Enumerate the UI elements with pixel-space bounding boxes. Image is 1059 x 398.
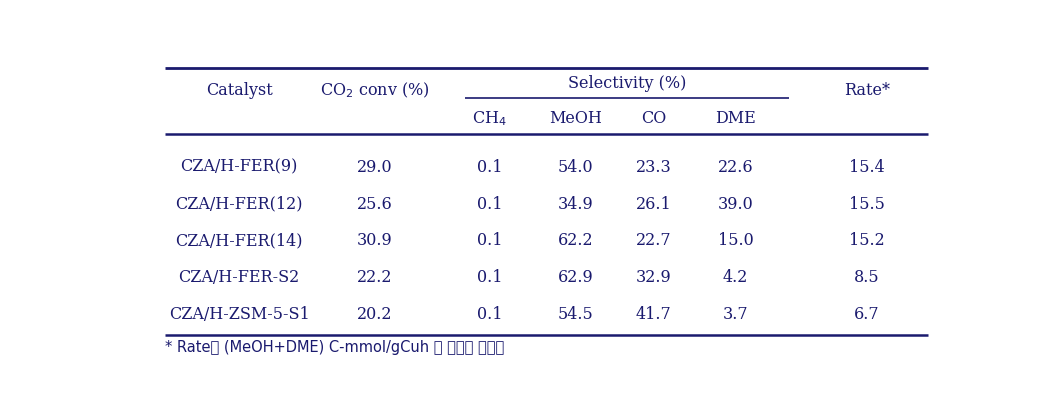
Text: CH$_4$: CH$_4$: [472, 109, 507, 128]
Text: 4.2: 4.2: [723, 269, 749, 286]
Text: 3.7: 3.7: [723, 306, 749, 323]
Text: 26.1: 26.1: [635, 195, 671, 213]
Text: CZA/H-FER-S2: CZA/H-FER-S2: [179, 269, 300, 286]
Text: 30.9: 30.9: [357, 232, 393, 249]
Text: 15.0: 15.0: [718, 232, 754, 249]
Text: 54.5: 54.5: [558, 306, 593, 323]
Text: DME: DME: [715, 110, 756, 127]
Text: 62.9: 62.9: [558, 269, 593, 286]
Text: CZA/H-FER(9): CZA/H-FER(9): [180, 159, 298, 176]
Text: MeOH: MeOH: [550, 110, 602, 127]
Text: 23.3: 23.3: [635, 159, 671, 176]
Text: 0.1: 0.1: [477, 232, 502, 249]
Text: 22.2: 22.2: [357, 269, 392, 286]
Text: 62.2: 62.2: [558, 232, 593, 249]
Text: 25.6: 25.6: [357, 195, 393, 213]
Text: * Rate는 (MeOH+DME) C-mmol/gCuh 의 단위로 계산함: * Rate는 (MeOH+DME) C-mmol/gCuh 의 단위로 계산함: [165, 340, 504, 355]
Text: 20.2: 20.2: [357, 306, 392, 323]
Text: 29.0: 29.0: [357, 159, 392, 176]
Text: 0.1: 0.1: [477, 269, 502, 286]
Text: CZA/H-FER(14): CZA/H-FER(14): [176, 232, 303, 249]
Text: 15.4: 15.4: [849, 159, 885, 176]
Text: 34.9: 34.9: [558, 195, 593, 213]
Text: CZA/H-ZSM-5-S1: CZA/H-ZSM-5-S1: [168, 306, 309, 323]
Text: CO: CO: [641, 110, 666, 127]
Text: 22.7: 22.7: [635, 232, 671, 249]
Text: 0.1: 0.1: [477, 306, 502, 323]
Text: 8.5: 8.5: [855, 269, 880, 286]
Text: 32.9: 32.9: [635, 269, 671, 286]
Text: CO$_2$ conv (%): CO$_2$ conv (%): [320, 80, 429, 100]
Text: 22.6: 22.6: [718, 159, 753, 176]
Text: Selectivity (%): Selectivity (%): [568, 76, 686, 92]
Text: 54.0: 54.0: [558, 159, 593, 176]
Text: 15.2: 15.2: [849, 232, 885, 249]
Text: 41.7: 41.7: [635, 306, 671, 323]
Text: 0.1: 0.1: [477, 159, 502, 176]
Text: 39.0: 39.0: [718, 195, 754, 213]
Text: 6.7: 6.7: [855, 306, 880, 323]
Text: 0.1: 0.1: [477, 195, 502, 213]
Text: Rate*: Rate*: [844, 82, 890, 99]
Text: CZA/H-FER(12): CZA/H-FER(12): [176, 195, 303, 213]
Text: Catalyst: Catalyst: [205, 82, 272, 99]
Text: 15.5: 15.5: [849, 195, 885, 213]
